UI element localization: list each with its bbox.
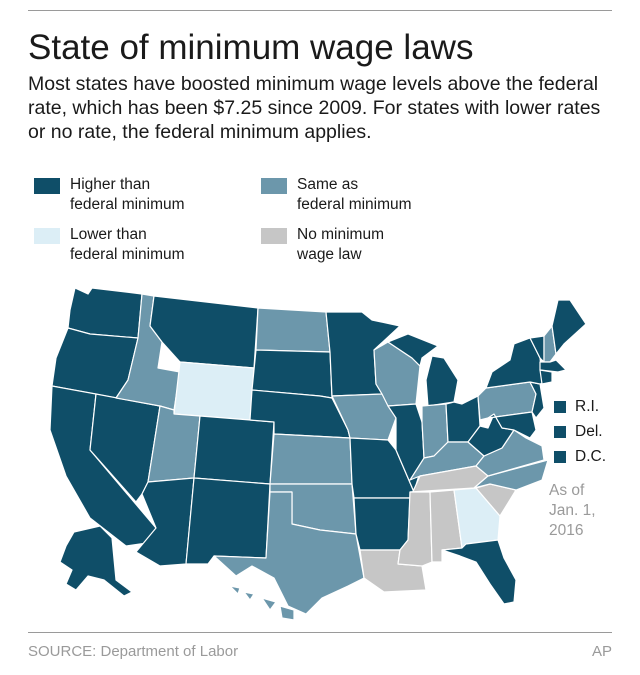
small-state-ri-swatch bbox=[554, 401, 566, 413]
state-ks bbox=[269, 433, 353, 485]
state-ar bbox=[353, 497, 411, 551]
state-mt bbox=[149, 295, 259, 369]
state-co bbox=[193, 415, 275, 485]
state-ct bbox=[539, 369, 553, 385]
legend-swatch-higher bbox=[34, 178, 60, 194]
agency-credit: AP bbox=[591, 643, 612, 660]
legend-swatch-none bbox=[261, 228, 287, 244]
as-of-date: As of Jan. 1, 2016 bbox=[549, 482, 596, 539]
legend-label-none: No minimum wage law bbox=[297, 226, 384, 263]
legend-label-lower: Lower than federal minimum bbox=[70, 226, 185, 263]
state-ak bbox=[59, 525, 133, 597]
state-tx bbox=[213, 491, 365, 615]
state-hi bbox=[229, 585, 295, 620]
small-state-dc-swatch bbox=[554, 451, 566, 463]
state-nc bbox=[473, 459, 549, 491]
small-state-ri: R.I. bbox=[554, 398, 599, 416]
legend-item-none: No minimum wage law bbox=[261, 225, 384, 265]
legend-item-same: Same as federal minimum bbox=[261, 175, 412, 215]
legend-label-same: Same as federal minimum bbox=[297, 176, 412, 213]
state-nd bbox=[255, 307, 331, 353]
small-state-dc-label: D.C. bbox=[575, 448, 606, 465]
legend-swatch-same bbox=[261, 178, 287, 194]
small-state-de-swatch bbox=[554, 426, 566, 438]
state-me bbox=[551, 299, 587, 355]
us-map bbox=[49, 287, 587, 620]
legend-item-lower: Lower than federal minimum bbox=[34, 225, 185, 265]
legend-item-higher: Higher than federal minimum bbox=[34, 175, 185, 215]
state-fl bbox=[441, 539, 517, 605]
small-state-ri-label: R.I. bbox=[575, 398, 600, 415]
top-rule bbox=[28, 10, 612, 11]
bottom-rule bbox=[28, 632, 612, 633]
small-state-de-label: Del. bbox=[575, 423, 603, 440]
legend-swatch-lower bbox=[34, 228, 60, 244]
source-credit: SOURCE: Department of Labor bbox=[28, 643, 239, 660]
legend-label-higher: Higher than federal minimum bbox=[70, 176, 185, 213]
state-md bbox=[487, 411, 537, 439]
state-wy bbox=[173, 361, 255, 421]
small-state-de: Del. bbox=[554, 423, 603, 441]
small-state-dc: D.C. bbox=[554, 448, 606, 466]
page-title: State of minimum wage laws bbox=[28, 28, 474, 67]
state-nm bbox=[185, 477, 271, 565]
page-subtitle: Most states have boosted minimum wage le… bbox=[28, 73, 601, 143]
